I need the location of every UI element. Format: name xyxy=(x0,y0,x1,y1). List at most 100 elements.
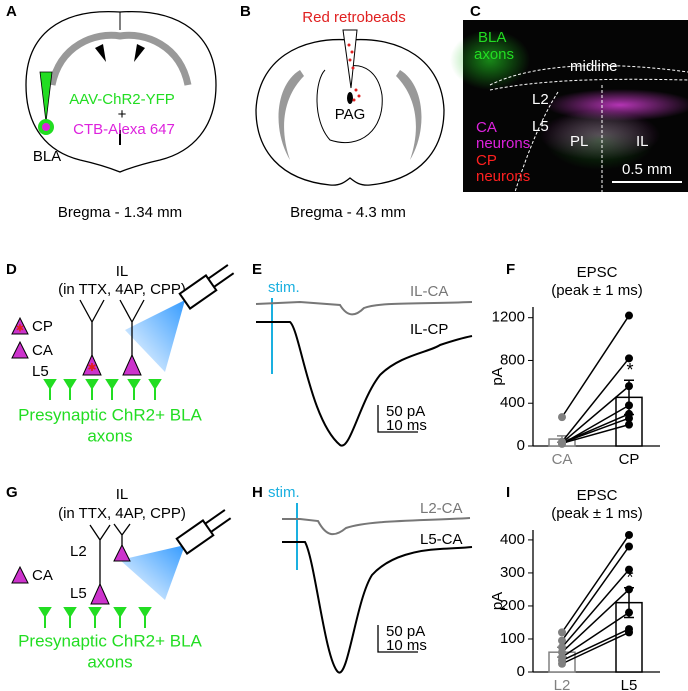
panel-c: C BLA axons midline L2 L5 CA neurons CP … xyxy=(450,3,688,193)
data-point xyxy=(625,401,633,410)
scale-label: 50 pA xyxy=(386,403,425,420)
pair-line xyxy=(561,385,630,444)
bregma-label: Bregma - 4.3 mm xyxy=(290,204,406,221)
midbrain xyxy=(316,65,383,144)
axons-label: axons xyxy=(87,652,132,671)
scale-label: 50 pA xyxy=(386,623,425,640)
midline-label: midline xyxy=(570,58,618,75)
legend-label: CA xyxy=(32,342,53,359)
trace-label: IL-CA xyxy=(410,283,448,300)
data-point xyxy=(625,420,633,429)
ca-neurons-label: neurons xyxy=(476,135,530,152)
y-tick-label: 100 xyxy=(500,630,525,647)
data-point xyxy=(625,608,633,617)
chart-subtitle: (peak ± 1 ms) xyxy=(551,282,643,299)
tracer-label: Red retrobeads xyxy=(302,9,405,26)
annotation: * xyxy=(626,360,633,380)
region-label: IL xyxy=(116,263,129,280)
bead-marker: ✱ xyxy=(16,324,24,335)
data-point xyxy=(558,636,566,645)
y-tick-label: 400 xyxy=(500,394,525,411)
corpus-callosum xyxy=(48,31,192,86)
l5-neuron xyxy=(90,582,110,605)
plus-label: + xyxy=(118,106,127,123)
layer-label: L5 xyxy=(32,363,49,380)
panel-label: C xyxy=(470,3,481,20)
region-label: PAG xyxy=(335,106,366,123)
pair-line xyxy=(561,315,630,418)
legend-label: CA xyxy=(32,567,53,584)
trace-label: L2-CA xyxy=(420,500,463,517)
annotation: * xyxy=(626,568,633,588)
data-point xyxy=(625,311,633,320)
legend-cp-icon xyxy=(11,316,29,335)
brain-outline xyxy=(255,38,445,186)
trace-top xyxy=(255,300,473,316)
trace-label: IL-CP xyxy=(410,321,448,338)
legend-label: CP xyxy=(32,318,53,335)
data-point xyxy=(625,382,633,391)
trace-label: L5-CA xyxy=(420,531,463,548)
cp-neurons-label: neurons xyxy=(476,168,530,185)
y-axis-label: pA xyxy=(489,367,506,385)
data-point xyxy=(625,414,633,423)
axon-terminals xyxy=(38,607,152,628)
ca-label: CA xyxy=(476,119,497,136)
axons-label: Presynaptic ChR2+ BLA xyxy=(18,405,202,424)
axons-label: axons xyxy=(87,426,132,445)
region-label: PL xyxy=(570,133,588,150)
green-signal xyxy=(545,110,655,170)
dendrites xyxy=(79,299,145,365)
panel-label: I xyxy=(506,484,510,501)
scale-label: 0.5 mm xyxy=(622,161,672,178)
midline-boundary xyxy=(489,65,688,91)
stim-label: stim. xyxy=(268,484,300,501)
data-point xyxy=(625,542,633,551)
data-point xyxy=(558,439,566,448)
region-label: BLA xyxy=(33,148,61,165)
tracer-label: CTB-Alexa 647 xyxy=(73,121,175,138)
data-point xyxy=(625,628,633,637)
conditions-label: (in TTX, 4AP, CPP) xyxy=(58,281,186,298)
y-tick-label: 800 xyxy=(500,351,525,368)
conditions-label: (in TTX, 4AP, CPP) xyxy=(58,505,186,522)
panel-label: A xyxy=(6,3,17,20)
y-axis-label: pA xyxy=(489,592,506,610)
cp-label: CP xyxy=(476,152,497,169)
trace-bottom xyxy=(282,541,473,674)
pair-line xyxy=(561,546,630,642)
y-tick-label: 0 xyxy=(517,437,525,454)
panel-label: H xyxy=(252,484,263,501)
data-point xyxy=(625,585,633,594)
panel-a: A AAV-ChR2-YFP + CTB-Alexa 647 BLA Bregm… xyxy=(6,3,217,221)
data-point xyxy=(558,628,566,637)
panel-label: G xyxy=(6,484,18,501)
trace-bottom xyxy=(256,321,473,447)
data-point xyxy=(625,354,633,363)
pair-line xyxy=(561,357,630,443)
ca-neuron xyxy=(122,353,142,376)
pair-line xyxy=(561,611,630,658)
data-point xyxy=(625,565,633,574)
stim-label: stim. xyxy=(268,279,300,296)
panel-label: F xyxy=(506,261,515,278)
scale-bar xyxy=(377,625,418,653)
data-point xyxy=(558,413,566,422)
hippocampus xyxy=(396,70,422,160)
layer-boundary xyxy=(514,91,559,193)
panel-e: E stim. IL-CA IL-CP 50 pA 10 ms xyxy=(252,261,473,447)
region-label: IL xyxy=(636,133,649,150)
y-tick-label: 400 xyxy=(500,531,525,548)
panel-label: B xyxy=(240,3,251,20)
scale-label: 10 ms xyxy=(386,637,427,654)
virus-label: AAV-ChR2-YFP xyxy=(69,91,175,108)
x-tick-label: CP xyxy=(619,451,640,468)
panel-label: E xyxy=(252,261,262,278)
data-point xyxy=(558,659,566,668)
pair-line xyxy=(561,417,630,444)
dendrites xyxy=(89,523,131,590)
green-signal xyxy=(450,30,530,90)
beads xyxy=(347,43,361,102)
data-point xyxy=(625,530,633,539)
